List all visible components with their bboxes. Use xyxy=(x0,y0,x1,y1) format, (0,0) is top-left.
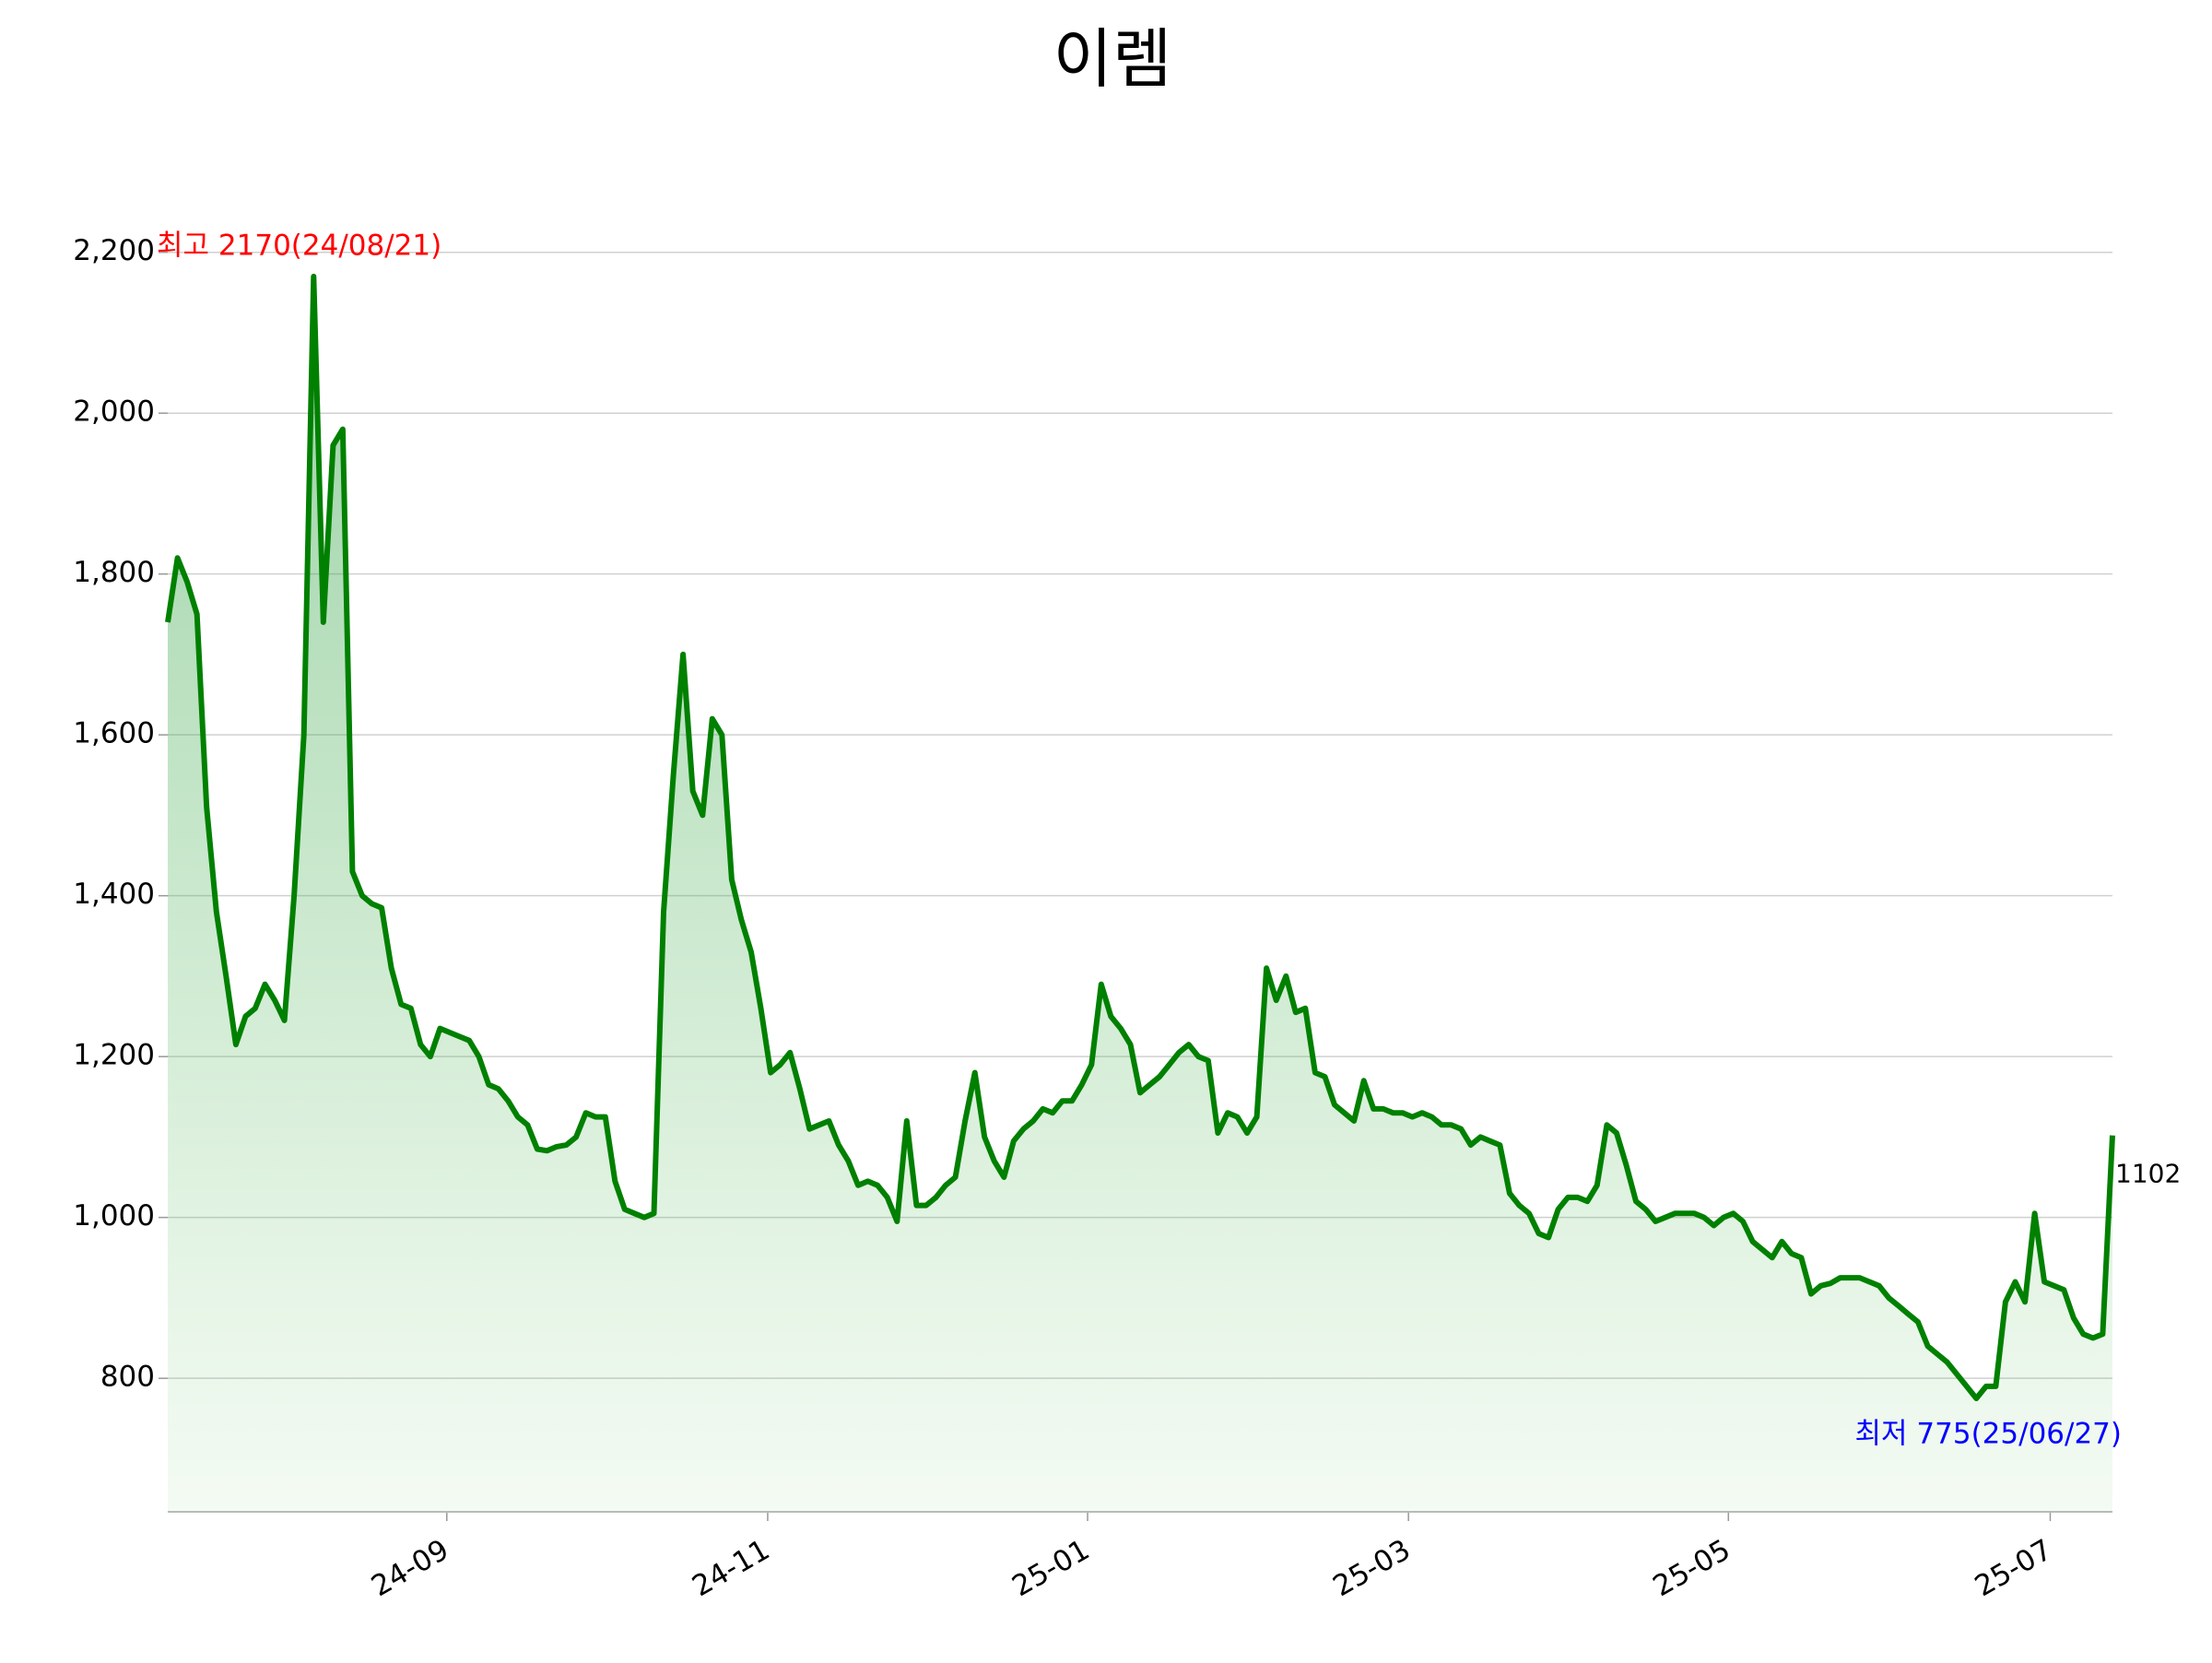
y-tick-label: 1,600 xyxy=(73,717,155,750)
x-tick-label: 25-07 xyxy=(1970,1533,2058,1603)
x-tick-label: 25-03 xyxy=(1327,1533,1416,1603)
y-tick-label: 2,200 xyxy=(73,234,155,267)
y-tick-label: 1,200 xyxy=(73,1039,155,1072)
y-tick-label: 1,400 xyxy=(73,878,155,911)
x-tick-label: 24-11 xyxy=(687,1533,775,1603)
x-tick-label: 24-09 xyxy=(366,1533,454,1603)
line xyxy=(165,273,2115,1401)
x-tick-label: 25-05 xyxy=(1648,1533,1736,1603)
last-value-label: 1102 xyxy=(2115,1159,2181,1189)
min-annotation: 최저 775(25/06/27) xyxy=(1855,1417,2122,1450)
chart-title: 이렘 xyxy=(1053,21,1172,97)
y-tick-label: 800 xyxy=(100,1361,155,1394)
y-tick-label: 1,000 xyxy=(73,1199,155,1233)
x-tick-label: 25-01 xyxy=(1006,1533,1095,1603)
y-tick-label: 1,800 xyxy=(73,556,155,589)
max-annotation: 최고 2170(24/08/21) xyxy=(157,229,441,262)
y-tick-label: 2,000 xyxy=(73,395,155,429)
area xyxy=(168,276,2112,1512)
